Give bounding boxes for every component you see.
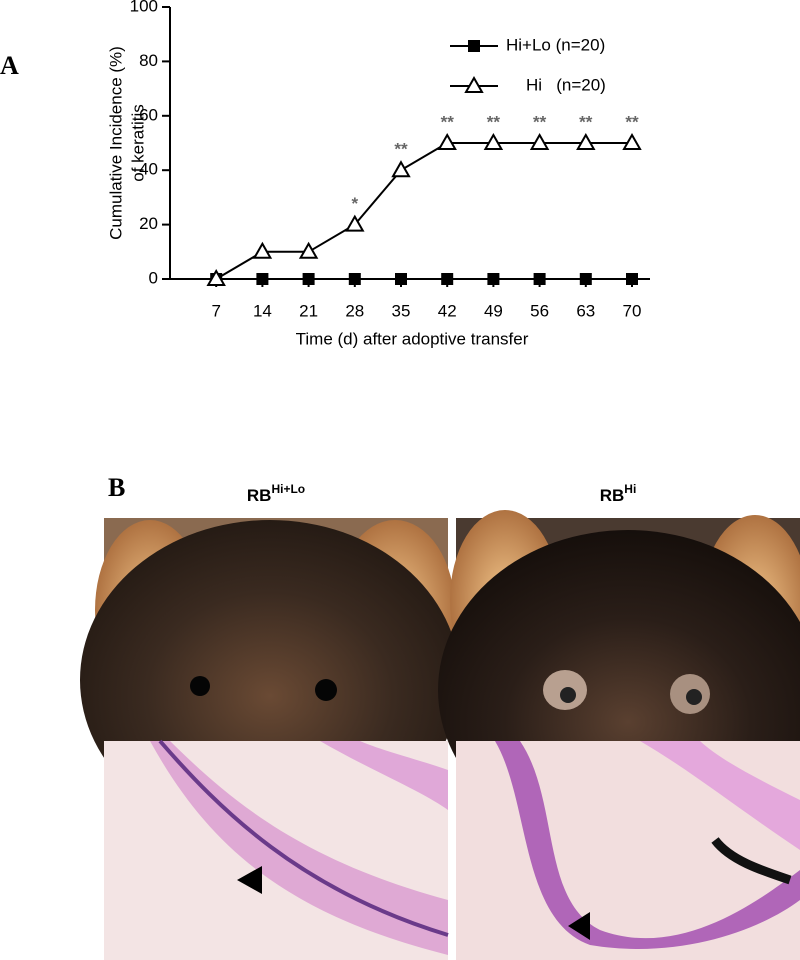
histology [456, 741, 800, 960]
point [533, 273, 546, 285]
point [206, 268, 226, 286]
point [487, 273, 500, 285]
point [345, 214, 365, 232]
superscript: Hi+Lo [271, 482, 305, 496]
point [302, 273, 315, 285]
y-tick-label: 80 [139, 51, 158, 70]
histology [104, 739, 449, 960]
x-tick-label: 35 [392, 301, 411, 320]
x-tick-label: 28 [345, 301, 364, 320]
y-axis-label: Cumulative Incidence (%) [106, 46, 125, 240]
point [256, 273, 269, 285]
image-label: RBHi [600, 482, 637, 505]
x-tick-label: 21 [299, 301, 318, 320]
x-tick-label: 49 [484, 301, 503, 320]
point [626, 273, 638, 285]
x-tick-label: 42 [438, 301, 457, 320]
label: RB [247, 486, 272, 505]
significance: ** [487, 112, 501, 131]
significance: * [351, 194, 358, 213]
image-label: RBHi+Lo [247, 482, 305, 505]
panel-label: A [0, 51, 19, 80]
point [579, 273, 592, 285]
x-tick-label: 56 [530, 301, 549, 320]
point [441, 273, 454, 285]
x-tick-label: 63 [576, 301, 595, 320]
series-line [215, 142, 632, 280]
point [576, 132, 596, 150]
significance: ** [394, 140, 408, 159]
y-tick-label: 60 [139, 105, 158, 124]
significance: ** [579, 112, 593, 131]
label: RB [600, 486, 625, 505]
point [395, 273, 407, 285]
legend-label: Hi+Lo (n=20) [506, 35, 605, 54]
legend-label: Hi (n=20) [526, 75, 606, 94]
y-tick-label: 40 [139, 160, 158, 179]
point [252, 241, 273, 259]
x-tick-label: 7 [211, 301, 220, 320]
point [391, 160, 411, 178]
legend-marker [464, 75, 484, 93]
y-tick-label: 100 [130, 0, 158, 15]
significance: ** [625, 112, 639, 131]
legend-marker [468, 40, 480, 52]
significance: ** [441, 112, 455, 131]
y-tick-label: 20 [139, 214, 158, 233]
point [348, 273, 361, 285]
point [437, 132, 457, 150]
superscript: Hi [624, 482, 636, 496]
x-tick-label: 14 [253, 301, 272, 320]
y-axis-label: of keratitis [128, 104, 147, 181]
point [529, 132, 550, 150]
x-axis-label: Time (d) after adoptive transfer [296, 329, 529, 348]
point [298, 241, 319, 259]
significance: ** [533, 112, 547, 131]
y-tick-label: 0 [149, 268, 158, 287]
point [622, 132, 642, 150]
panel-label: B [108, 473, 125, 502]
point [483, 132, 504, 150]
x-tick-label: 70 [623, 301, 642, 320]
